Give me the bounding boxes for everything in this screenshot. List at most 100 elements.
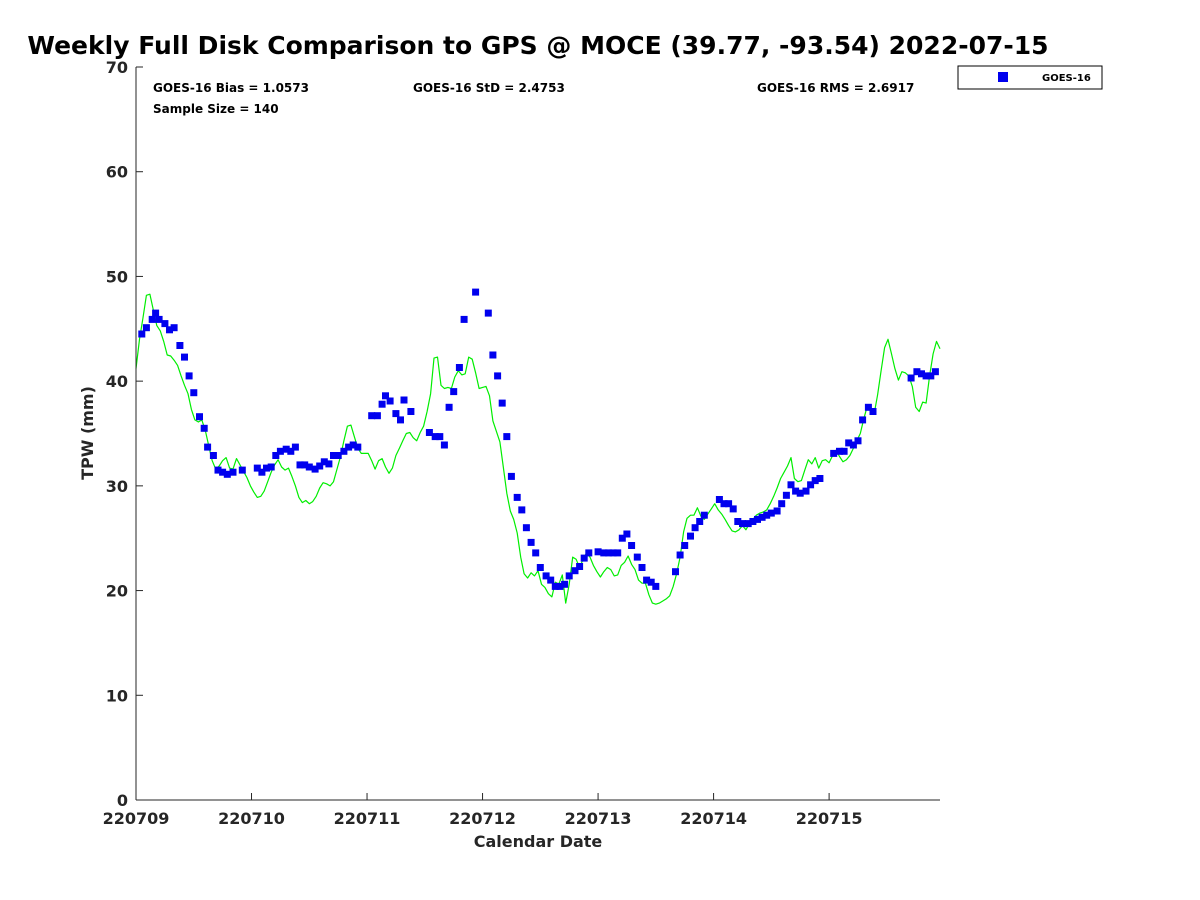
goes16-point-59	[460, 315, 468, 323]
goes16-point-74	[547, 576, 555, 584]
goes16-point-80	[576, 563, 584, 570]
goes16-point-127	[840, 447, 848, 455]
goes16-point-41	[349, 441, 357, 449]
goes16-point-12	[196, 413, 203, 421]
goes16-point-95	[652, 582, 660, 590]
goes16-point-91	[633, 553, 641, 561]
goes16-point-136	[918, 370, 925, 378]
legend-box	[957, 65, 1103, 90]
goes16-point-100	[691, 524, 699, 532]
goes16-point-81	[580, 554, 588, 562]
goes16-point-83	[594, 548, 602, 556]
goes16-point-61	[484, 309, 492, 317]
goes16-point-53	[431, 433, 439, 441]
goes16-point-128	[845, 439, 853, 447]
x-tick-label-3: 220712	[449, 809, 516, 828]
goes16-point-30	[296, 461, 304, 469]
goes16-point-103	[715, 496, 723, 503]
goes16-point-139	[931, 368, 939, 376]
goes16-point-50	[400, 396, 408, 404]
goes16-point-24	[267, 463, 275, 471]
goes16-point-52	[425, 429, 433, 436]
goes16-point-84	[600, 549, 608, 557]
goes16-point-64	[498, 399, 506, 407]
goes16-point-125	[830, 449, 838, 457]
goes16-point-79	[571, 567, 579, 575]
x-tick-label-6: 220715	[796, 809, 863, 828]
goes16-point-60	[472, 288, 480, 296]
goes16-point-54	[436, 433, 444, 441]
goes16-point-9	[181, 353, 188, 361]
goes16-point-106	[729, 505, 737, 513]
y-tick-label-10: 10	[106, 686, 128, 705]
goes16-point-65	[503, 433, 511, 441]
plot-area	[135, 288, 941, 605]
goes16-point-44	[373, 412, 381, 420]
goes16-point-45	[378, 400, 386, 408]
goes16-point-126	[836, 447, 843, 455]
goes16-point-33	[311, 465, 319, 473]
goes16-point-110	[749, 518, 757, 525]
legend-marker-square	[998, 72, 1008, 82]
goes16-point-129	[849, 441, 857, 449]
goes16-point-135	[913, 368, 921, 376]
goes16-point-119	[792, 487, 800, 495]
goes16-point-89	[623, 530, 631, 538]
goes16-point-138	[927, 372, 935, 380]
goes16-point-37	[330, 452, 337, 459]
goes16-point-134	[907, 374, 915, 382]
goes16-point-43	[368, 412, 376, 420]
goes16-point-78	[565, 572, 573, 580]
goes16-point-38	[334, 452, 342, 459]
x-tick-label-0: 220709	[103, 809, 170, 828]
goes16-point-49	[397, 416, 404, 424]
goes16-point-13	[200, 424, 208, 432]
goes16-point-90	[628, 542, 636, 549]
goes16-point-56	[445, 403, 453, 411]
goes16-point-7	[170, 324, 178, 332]
goes16-point-3	[152, 309, 160, 317]
legend: GOES-16	[957, 65, 1103, 90]
goes16-point-73	[542, 572, 550, 580]
goes16-point-48	[392, 410, 400, 418]
goes16-point-62	[489, 351, 497, 359]
goes16-point-70	[527, 538, 535, 546]
goes16-point-42	[354, 443, 362, 451]
goes16-point-98	[681, 542, 689, 549]
goes16-point-112	[758, 513, 766, 521]
goes16-point-75	[551, 582, 559, 590]
goes16-point-92	[638, 564, 646, 571]
goes16-point-130	[854, 437, 862, 445]
goes16-point-67	[513, 493, 521, 501]
y-tick-label-20: 20	[106, 582, 128, 601]
goes16-point-6	[166, 326, 173, 334]
std-stat: GOES-16 StD = 2.4753	[413, 81, 565, 95]
goes16-point-17	[219, 468, 227, 476]
goes16-point-85	[605, 549, 612, 557]
goes16-point-114	[767, 509, 775, 517]
y-tick-label-60: 60	[106, 163, 128, 182]
goes16-point-115	[773, 507, 781, 515]
goes16-point-34	[316, 462, 324, 470]
goes16-point-76	[556, 582, 564, 590]
goes16-point-2	[148, 315, 156, 323]
x-tick-label-4: 220713	[565, 809, 632, 828]
goes16-point-29	[291, 443, 299, 451]
x-axis-label: Calendar Date	[474, 832, 603, 851]
goes16-point-5	[161, 320, 169, 328]
goes16-point-123	[811, 477, 819, 485]
goes16-point-10	[185, 372, 193, 380]
goes16-point-8	[176, 342, 184, 349]
goes16-point-117	[782, 491, 790, 499]
goes16-point-36	[325, 460, 333, 468]
goes16-point-82	[585, 549, 593, 557]
goes16-point-39	[340, 447, 348, 455]
goes16-point-121	[802, 487, 810, 495]
goes16-point-35	[320, 458, 328, 466]
goes16-point-31	[301, 461, 309, 469]
goes16-point-21	[253, 464, 261, 472]
goes16-point-116	[778, 500, 786, 508]
goes16-point-63	[494, 372, 502, 380]
goes16-point-51	[407, 408, 415, 415]
